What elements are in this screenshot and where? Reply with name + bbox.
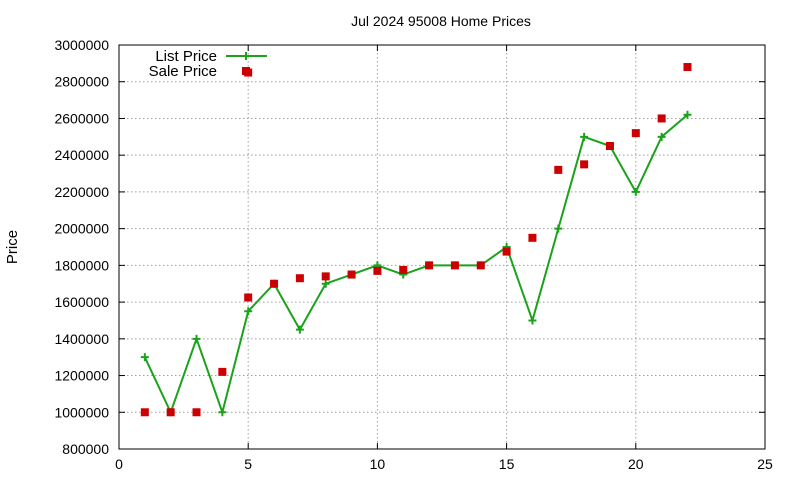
grid-lines: [119, 45, 765, 449]
data-point-sale-price: [683, 63, 692, 72]
legend-marker-sale-price: [242, 67, 250, 75]
y-tick-label: 1600000: [54, 294, 109, 310]
data-point-sale-price: [166, 408, 175, 417]
data-point-sale-price: [321, 272, 330, 281]
data-point-sale-price: [450, 261, 459, 270]
y-tick-label: 800000: [62, 441, 109, 457]
y-tick-label: 1000000: [54, 404, 109, 420]
x-tick-label: 10: [370, 456, 386, 472]
x-tick-label: 25: [757, 456, 773, 472]
data-point-sale-price: [270, 279, 279, 288]
data-point-sale-price: [502, 247, 511, 256]
data-point-list-price: [580, 132, 589, 141]
y-axis-label: Price: [4, 230, 21, 264]
y-tick-label: 1400000: [54, 331, 109, 347]
data-point-sale-price: [476, 261, 485, 270]
series-layer: [140, 63, 692, 417]
data-point-sale-price: [580, 160, 589, 169]
plot-frame: [118, 44, 766, 450]
legend-marker-list-price: [242, 52, 250, 60]
y-tick-label: 1800000: [54, 257, 109, 273]
data-point-sale-price: [605, 142, 614, 150]
legend: List Price Sale Price: [149, 48, 267, 80]
data-point-sale-price: [425, 261, 434, 270]
x-tick-label: 0: [115, 456, 123, 472]
y-tick-label: 2800000: [54, 74, 109, 90]
legend-label-sale-price: Sale Price: [149, 63, 217, 80]
data-point-list-price: [528, 316, 537, 325]
data-point-list-price: [244, 307, 253, 316]
y-tick-label: 2600000: [54, 110, 109, 126]
data-point-sale-price: [554, 165, 563, 174]
x-tick-label: 20: [628, 456, 644, 472]
data-point-sale-price: [244, 293, 253, 302]
x-tick-label: 15: [499, 456, 515, 472]
data-point-list-price: [192, 334, 201, 343]
y-tick-label: 1200000: [54, 368, 109, 384]
data-point-sale-price: [295, 274, 304, 283]
data-point-list-price: [554, 224, 563, 233]
data-point-sale-price: [373, 266, 382, 275]
y-tick-label: 2000000: [54, 221, 109, 237]
data-point-sale-price: [528, 233, 537, 242]
axis-ticks: 0 5 10 15 20 25 800000 1000000 1200000 1400000 160…: [54, 37, 773, 472]
series-line-list-price: [143, 114, 689, 414]
data-point-sale-price: [140, 408, 149, 417]
data-point-sale-price: [192, 408, 201, 417]
data-point-list-price: [631, 187, 640, 196]
y-tick-label: 2400000: [54, 147, 109, 163]
data-point-sale-price: [347, 270, 356, 279]
data-point-list-price: [321, 279, 330, 288]
data-point-list-price: [683, 110, 692, 119]
data-point-sale-price: [657, 114, 666, 123]
legend-label-list-price: List Price: [155, 48, 217, 65]
y-tick-label: 2200000: [54, 184, 109, 200]
data-point-sale-price: [399, 265, 408, 274]
chart-title: Jul 2024 95008 Home Prices: [351, 13, 531, 29]
data-point-sale-price: [218, 367, 227, 376]
data-point-list-price: [295, 325, 304, 334]
data-point-list-price: [657, 132, 666, 141]
x-tick-label: 5: [244, 456, 252, 472]
y-tick-label: 3000000: [54, 37, 109, 53]
data-point-list-price: [140, 353, 149, 362]
data-point-list-price: [218, 408, 227, 417]
data-point-sale-price: [631, 129, 640, 138]
